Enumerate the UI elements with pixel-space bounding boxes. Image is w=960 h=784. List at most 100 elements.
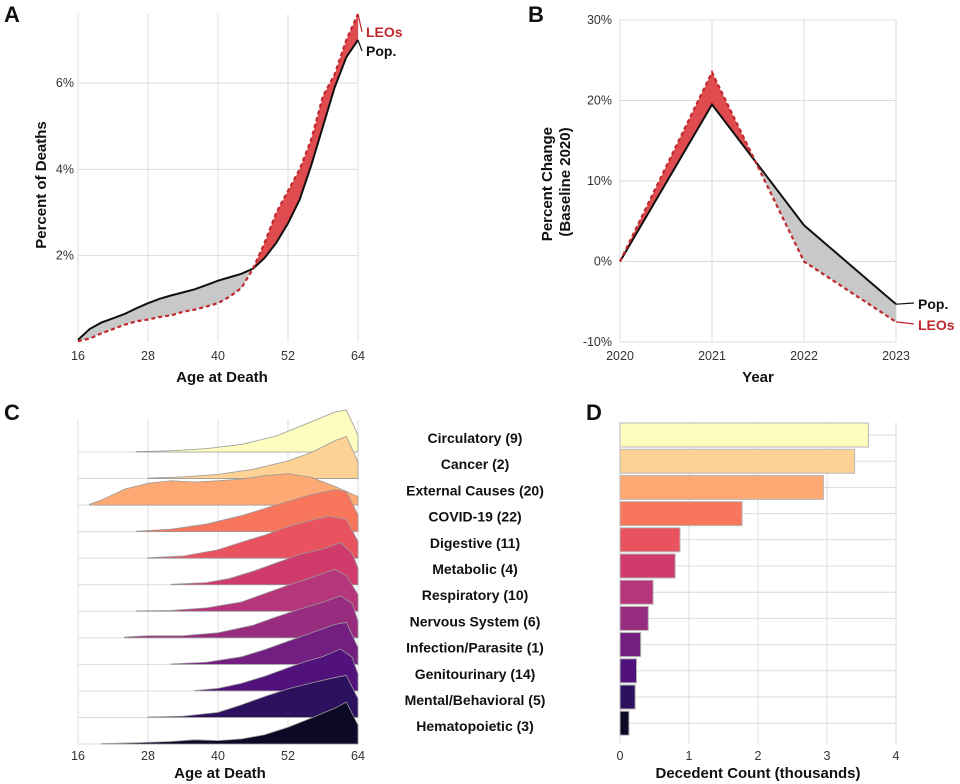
panel-b-y-tick-label: 30% [587,13,612,27]
panel-a-area-leos-above [253,14,358,269]
panel-b: B 2020 2021 2022 2023 -10% 0% 10% 20% 30% Pop. L… [528,2,955,386]
panel-d-bar-11 [619,684,636,710]
panel-a-pop-label: Pop. [366,43,396,59]
category-label: Metabolic (4) [432,561,518,577]
panel-a-series-lines [77,13,363,343]
panel-b-area-leos-below [755,161,896,322]
panel-b-letter: B [528,2,544,27]
panel-c: C 16 28 40 52 64 Age at Death [4,400,365,782]
category-label: Mental/Behavioral (5) [405,692,546,708]
panel-d-bar-5 [619,527,681,553]
panel-c-x-tick-label: 52 [281,749,295,763]
panel-a-letter: A [4,2,20,27]
panel-d-bar-7 [619,579,654,605]
panel-d-x-tick-label: 4 [893,749,900,763]
panel-a-x-tick-label: 28 [141,349,155,363]
panel-a-x-tick-label: 64 [351,349,365,363]
panel-d-x-tick-label: 1 [686,749,693,763]
panel-d: D 0 1 2 3 4 Decedent Count (thousands) [586,400,900,782]
panel-c-tick-labels: 16 28 40 52 64 [71,749,365,763]
panel-c-x-tick-label: 16 [71,749,85,763]
panel-c-ridge-8 [124,595,359,639]
panel-a-y-tick-label: 4% [56,162,74,176]
panel-a-leos-label: LEOs [366,24,403,40]
category-labels: Circulatory (9) Cancer (2) External Causes… [405,430,546,734]
panel-a: A 16 28 40 52 64 2% 4% 6% LEOs Pop. Age at Deat… [4,2,403,386]
panel-d-x-tick-label: 2 [755,749,762,763]
panel-b-y-tick-label: 10% [587,174,612,188]
panel-c-ridge-12 [100,701,359,745]
panel-b-y-axis-title-line-1: Percent Change [539,127,556,241]
panel-b-y-axis-title-line-2: (Baseline 2020) [557,127,574,236]
panel-a-x-tick-label: 52 [281,349,295,363]
panel-c-ridges [89,409,359,745]
panel-b-series-lines [619,69,915,325]
panel-b-x-tick-label: 2020 [606,349,634,363]
panel-a-y-tick-label: 6% [56,76,74,90]
panel-b-tick-labels: 2020 2021 2022 2023 -10% 0% 10% 20% 30% [583,13,910,363]
category-label: Nervous System (6) [410,613,541,629]
panel-b-pop-label: Pop. [918,296,948,312]
panel-b-leos-label: LEOs [918,317,955,333]
category-label: Hematopoietic (3) [416,718,533,734]
panel-d-bar-8 [619,605,649,631]
panel-c-ridge-2 [147,436,359,479]
panel-c-ridge-6 [170,542,359,586]
panel-b-leos-connector [895,321,915,325]
category-label: Respiratory (10) [422,587,529,603]
panel-d-bar-9 [619,632,642,658]
panel-a-x-tick-label: 16 [71,349,85,363]
category-label: External Causes (20) [406,482,544,498]
panel-c-ridge-11 [147,675,359,718]
panel-b-y-tick-label: 20% [587,94,612,108]
panel-d-letter: D [586,400,602,425]
panel-a-line-pop [77,39,359,341]
panel-b-y-axis-title: Percent Change (Baseline 2020) [539,123,574,241]
panel-b-pop-connector [895,302,915,305]
category-label: Circulatory (9) [428,430,523,446]
panel-a-pop-connector [357,39,363,52]
panel-d-tick-labels: 0 1 2 3 4 [617,749,900,763]
panel-d-bar-1 [619,422,869,448]
panel-c-x-tick-label: 64 [351,749,365,763]
panel-d-bar-4 [619,501,743,527]
panel-b-x-tick-label: 2022 [790,349,818,363]
panel-a-y-tick-label: 2% [56,249,74,263]
panel-b-difference-areas [620,72,896,322]
panel-b-x-tick-label: 2021 [698,349,726,363]
panel-c-ridge-9 [170,621,359,665]
panel-a-area-leos-below [78,268,253,342]
panel-c-ridge-5 [147,515,359,559]
panel-c-ridge-1 [135,409,359,453]
panel-d-x-tick-label: 3 [824,749,831,763]
panel-b-y-tick-label: -10% [583,335,612,349]
category-label: Genitourinary (14) [415,666,536,682]
panel-d-bar-6 [619,553,676,579]
panel-c-ridge-10 [194,648,359,692]
panel-d-bar-3 [619,474,825,500]
panel-b-x-tick-label: 2023 [882,349,910,363]
category-label: Infection/Parasite (1) [406,640,544,656]
panel-b-y-tick-label: 0% [594,255,612,269]
panel-a-line-leos [77,13,360,343]
panel-d-bars [619,422,869,736]
panel-d-x-tick-label: 0 [617,749,624,763]
category-label: Cancer (2) [441,456,509,472]
panel-d-bar-10 [619,658,638,684]
panel-a-leos-connector [357,13,363,33]
panel-a-x-tick-label: 40 [211,349,225,363]
panel-a-y-axis-title: Percent of Deaths [33,121,50,249]
panel-c-x-tick-label: 28 [141,749,155,763]
panel-b-line-leos [619,69,897,323]
panel-c-ridge-7 [135,568,359,612]
panel-c-letter: C [4,400,20,425]
panel-c-x-tick-label: 40 [211,749,225,763]
panel-d-x-axis-title: Decedent Count (thousands) [656,765,861,782]
panel-c-x-axis-title: Age at Death [174,765,266,782]
category-label: Digestive (11) [430,535,520,551]
panel-c-ridge-4 [135,489,359,533]
panel-d-bar-2 [619,448,856,474]
panel-b-line-pop [619,102,897,305]
panel-b-x-axis-title: Year [742,369,774,386]
